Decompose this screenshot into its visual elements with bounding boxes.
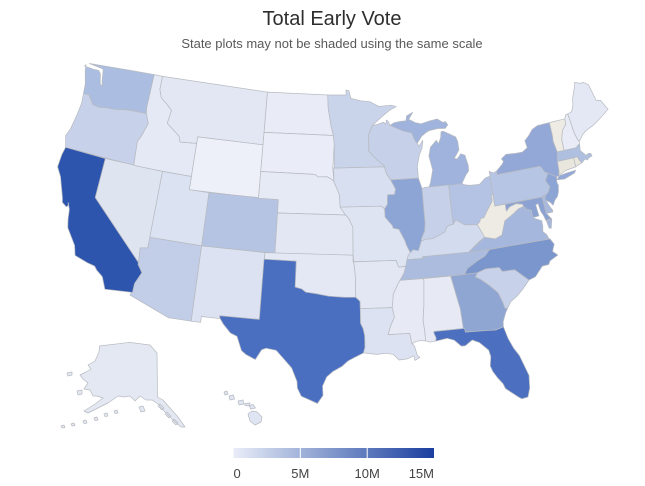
svg-text:0: 0 bbox=[234, 466, 241, 481]
svg-text:10M: 10M bbox=[355, 466, 380, 481]
svg-text:15M: 15M bbox=[409, 466, 434, 481]
svg-text:5M: 5M bbox=[291, 466, 309, 481]
